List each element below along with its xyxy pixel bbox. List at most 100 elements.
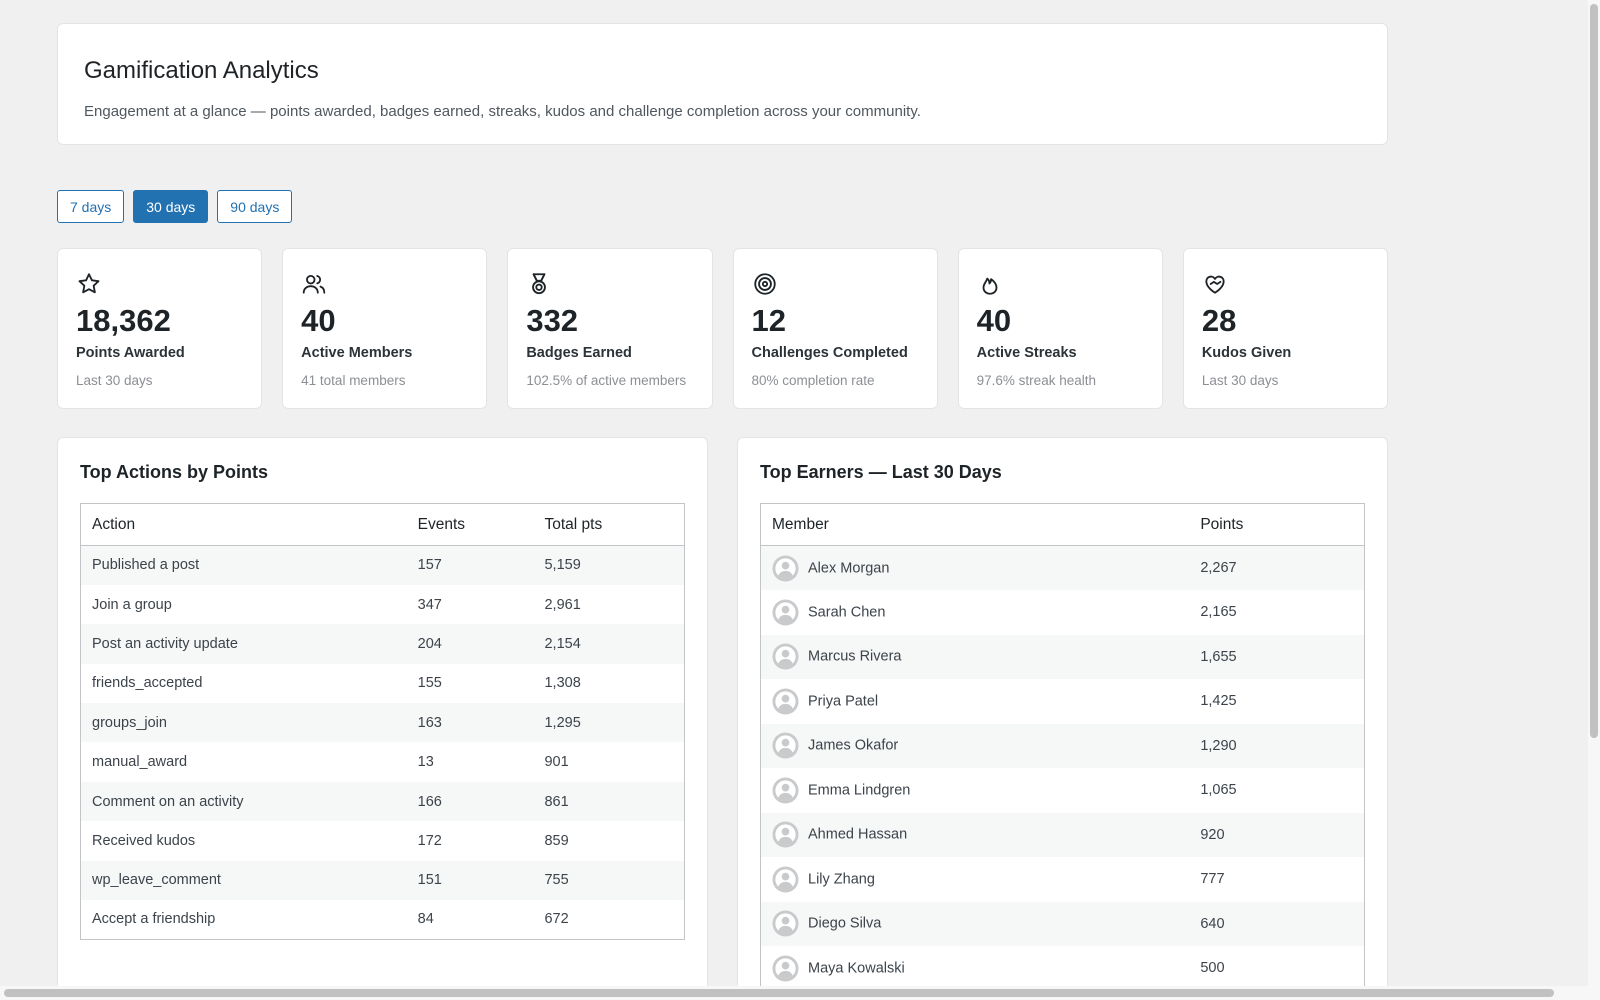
actions-panel: Top Actions by Points Action Events Total … bbox=[57, 437, 708, 997]
stat-card: 28 Kudos Given Last 30 days bbox=[1182, 248, 1388, 409]
tables: Top Actions by Points Action Events Total … bbox=[57, 437, 1388, 997]
icon bbox=[532, 273, 547, 295]
table-cell: 172 bbox=[407, 821, 534, 860]
icon bbox=[753, 273, 776, 295]
vertical-scrollbar[interactable] bbox=[1588, 0, 1600, 1000]
stat-label: Challenges Completed bbox=[751, 345, 908, 361]
table-cell: Emma Lindgren bbox=[761, 768, 1190, 813]
cell-text: 166 bbox=[417, 793, 442, 810]
table-cell: manual_award bbox=[81, 742, 407, 781]
table-row: Accept a friendship 84 672 bbox=[81, 900, 685, 939]
cell-text: 1,308 bbox=[544, 675, 581, 692]
cell-text: 347 bbox=[417, 596, 442, 613]
table-cell: Sarah Chen bbox=[761, 590, 1190, 635]
cell-text: Post an activity update bbox=[92, 635, 238, 652]
table-cell: 2,961 bbox=[533, 585, 684, 624]
avatar bbox=[772, 554, 799, 582]
cell-text: Comment on an activity bbox=[92, 793, 244, 810]
cell-text: 2,961 bbox=[544, 596, 581, 613]
avatar bbox=[772, 866, 799, 893]
table-row: Post an activity update 204 2,154 bbox=[80, 624, 685, 664]
cell-text: 859 bbox=[544, 832, 569, 849]
cell-text: Sarah Chen bbox=[808, 604, 886, 621]
table-cell: 1,290 bbox=[1189, 724, 1364, 769]
cell-text: friends_accepted bbox=[92, 675, 203, 692]
cell-text: 2,165 bbox=[1200, 604, 1237, 621]
cell-text: 640 bbox=[1200, 915, 1225, 932]
cell-text: 861 bbox=[544, 793, 569, 810]
cell-text: James Okafor bbox=[808, 737, 899, 754]
table-row: Priya Patel 1,425 bbox=[761, 679, 1365, 724]
icon bbox=[1205, 275, 1225, 294]
panel-title: Top Actions by Points bbox=[80, 462, 268, 482]
column-header: Member bbox=[760, 503, 1190, 546]
horizontal-scrollbar[interactable] bbox=[0, 986, 1600, 1000]
column-header: Events bbox=[406, 503, 534, 546]
table-cell: Accept a friendship bbox=[81, 900, 407, 939]
cell-text: 2,267 bbox=[1200, 560, 1237, 576]
cell-text: 1,290 bbox=[1200, 737, 1237, 754]
header-card: Gamification Analytics Engagement at a g… bbox=[57, 23, 1388, 145]
cell-text: 920 bbox=[1200, 826, 1225, 843]
stat-card: 332 Badges Earned 102.5% of active members bbox=[507, 248, 713, 409]
range-button[interactable]: 30 days bbox=[133, 190, 209, 223]
cell-text: 1,295 bbox=[544, 714, 581, 731]
table-head: Action Events Total pts bbox=[80, 503, 685, 546]
table-cell: James Okafor bbox=[761, 724, 1190, 769]
cell-text: Emma Lindgren bbox=[808, 782, 911, 799]
stat-label: Badges Earned bbox=[526, 345, 632, 361]
table-cell: 1,655 bbox=[1189, 635, 1364, 680]
table-body: Alex Morgan 2,267 Sarah Chen 2,165 Marcus Ri… bbox=[760, 545, 1365, 991]
cell-text: Marcus Rivera bbox=[808, 648, 902, 665]
table-cell: 1,308 bbox=[533, 664, 684, 703]
cell-text: 172 bbox=[417, 832, 442, 849]
table-row: Emma Lindgren 1,065 bbox=[761, 768, 1365, 813]
cell-text: 151 bbox=[417, 872, 442, 889]
page-title: Gamification Analytics bbox=[84, 57, 319, 84]
table-row: Ahmed Hassan 920 bbox=[760, 812, 1365, 858]
avatar bbox=[772, 732, 799, 759]
table-cell: 901 bbox=[533, 742, 684, 781]
stat-label: Points Awarded bbox=[76, 345, 185, 361]
table-cell: 2,165 bbox=[1189, 590, 1364, 635]
header-row: Action Events Total pts bbox=[80, 503, 685, 546]
cell-text: Join a group bbox=[92, 596, 172, 613]
table-row: James Okafor 1,290 bbox=[760, 723, 1365, 769]
cell-text: 500 bbox=[1200, 960, 1225, 976]
avatar bbox=[772, 777, 799, 804]
cell-text: 2,154 bbox=[544, 635, 581, 652]
cell-text: Maya Kowalski bbox=[808, 959, 905, 976]
table-cell: 2,267 bbox=[1189, 546, 1364, 591]
table-row: Diego Silva 640 bbox=[760, 901, 1365, 946]
table-cell: 163 bbox=[407, 703, 534, 742]
cell-text: 672 bbox=[544, 911, 569, 928]
avatar bbox=[772, 599, 799, 626]
cell-text: 163 bbox=[417, 714, 442, 731]
cell-text: 5,159 bbox=[544, 557, 581, 574]
column-header: Points bbox=[1189, 503, 1365, 546]
stat-value: 18,362 bbox=[76, 303, 171, 338]
scroll-thumb[interactable] bbox=[4, 989, 1554, 997]
range-buttons: 7 days 30 days 90 days bbox=[57, 190, 1388, 223]
stat-note: Last 30 days bbox=[1201, 373, 1279, 388]
table-cell: Marcus Rivera bbox=[761, 635, 1190, 680]
cell-text: 1,065 bbox=[1200, 782, 1237, 799]
stat-card: 18,362 Points Awarded Last 30 days bbox=[57, 248, 263, 409]
table-cell: 151 bbox=[407, 861, 534, 900]
scroll-thumb[interactable] bbox=[1590, 4, 1598, 738]
table-cell: Ahmed Hassan bbox=[761, 813, 1190, 858]
table-cell: Priya Patel bbox=[761, 679, 1190, 724]
table-cell: 859 bbox=[533, 821, 684, 860]
range-button[interactable]: 90 days bbox=[217, 190, 293, 223]
range-button[interactable]: 7 days bbox=[57, 190, 125, 223]
table-row: manual_award 13 901 bbox=[81, 742, 685, 781]
table-row: Received kudos 172 859 bbox=[81, 821, 685, 860]
table-row: Marcus Rivera 1,655 bbox=[760, 634, 1365, 680]
table-row: Published a post 157 5,159 bbox=[80, 545, 685, 585]
table-cell: 1,065 bbox=[1189, 768, 1364, 813]
stat-card: 40 Active Members 41 total members bbox=[282, 248, 488, 409]
avatar bbox=[772, 954, 799, 982]
table-cell: 1,425 bbox=[1189, 679, 1364, 724]
